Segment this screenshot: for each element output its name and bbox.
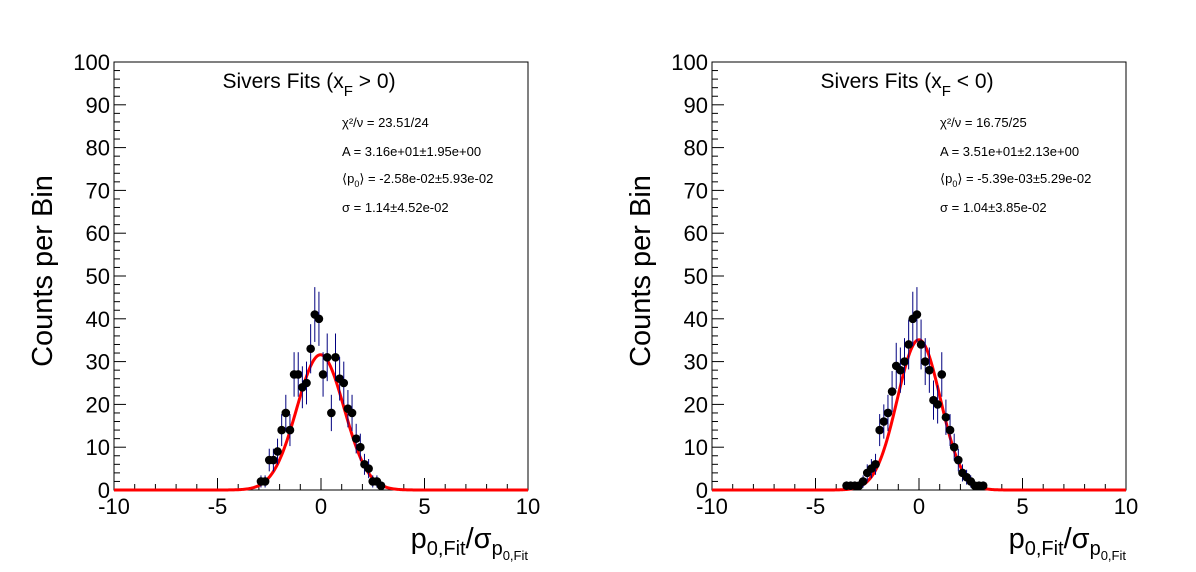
x-tick-label: 0 [913,494,925,519]
data-point [879,417,889,426]
chart-panel-xf-positive: 0 10 20 30 40 50 60 70 80 90 100 -10 -5 0 5 10 Counts pe… [27,50,540,563]
data-point [945,425,955,435]
y-tick-label: 40 [684,307,708,332]
stat-chi2: χ²/ν = 23.51/24 [342,115,429,130]
data-point [277,425,286,435]
y-tick-label: 80 [684,136,708,161]
y-tick-label: 20 [86,392,110,417]
data-point [887,387,897,396]
data-point [871,460,880,469]
stat-mean: ⟨p0⟩ = -2.58e-02±5.93e-02 [342,171,493,189]
data-point [858,477,868,486]
stat-amplitude: A = 3.51e+01±2.13e+00 [940,144,1079,159]
y-tick-label: 60 [684,221,708,246]
x-tick-label: -5 [208,494,228,519]
x-tick-label: -10 [696,494,728,519]
y-tick-label: 90 [684,93,708,118]
data-point [925,365,934,375]
data-point [954,455,963,465]
data-point [351,434,361,443]
stat-chi2: χ²/ν = 16.75/25 [940,115,1027,130]
y-tick-label: 10 [684,435,708,460]
y-tick-label: 70 [684,178,708,203]
x-tick-label: 10 [1114,494,1138,519]
y-axis-label: Counts per Bin [625,175,657,367]
data-point [273,447,282,456]
data-point [260,477,270,486]
y-tick-label: 30 [86,350,110,375]
plot-frame [113,61,529,491]
chart-title: Sivers Fits (xF > 0) [222,70,395,100]
x-axis-label: p0,Fit/σp0,Fit [411,523,529,563]
data-point [331,353,340,362]
data-point [306,344,315,354]
x-tick-label: -5 [806,494,826,519]
data-point [364,464,373,473]
data-point [314,314,324,324]
x-tick-label: 0 [315,494,327,519]
data-point [904,340,913,349]
y-tick-label: 80 [86,136,110,161]
x-tick-label: 10 [516,494,540,519]
data-point [933,400,942,409]
data-point [347,408,357,418]
data-point [949,442,959,452]
x-axis-label: p0,Fit/σp0,Fit [1009,523,1127,563]
data-point [327,408,336,418]
data-point [937,370,947,379]
data-point [339,378,349,388]
data-point [356,442,365,452]
data-point [875,425,884,435]
y-tick-label: 40 [86,307,110,332]
data-point [896,365,905,375]
stat-amplitude: A = 3.16e+01±1.95e+00 [342,144,481,159]
data-point [293,370,303,379]
data-point [285,425,295,435]
data-point [941,412,951,422]
y-tick-label: 30 [684,350,708,375]
data-point [912,310,922,319]
data-point [281,408,291,418]
plot-frame [711,61,1127,491]
y-tick-label: 20 [684,392,708,417]
x-tick-label: 5 [1016,494,1028,519]
y-tick-label: 70 [86,178,110,203]
y-tick-label: 100 [671,50,708,75]
chart-panel-xf-negative: 0 10 20 30 40 50 60 70 80 90 100 -10 -5 0 5 10 Counts pe… [625,50,1138,563]
data-point [978,481,988,491]
stat-mean: ⟨p0⟩ = -5.39e-03±5.29e-02 [940,171,1091,189]
y-tick-label: 60 [86,221,110,246]
data-point [900,357,909,366]
data-point [302,378,311,388]
data-point [920,357,930,366]
x-tick-label: -10 [98,494,130,519]
y-tick-label: 50 [684,264,708,289]
y-axis-label: Counts per Bin [27,175,59,367]
chart-title: Sivers Fits (xF < 0) [820,70,993,100]
data-point [376,481,386,491]
y-tick-label: 0 [98,478,110,503]
x-tick-label: 5 [418,494,430,519]
y-tick-label: 0 [696,478,708,503]
data-point [916,340,926,349]
stat-sigma: σ = 1.04±3.85e-02 [940,200,1047,215]
data-point [318,370,328,379]
gaussian-fit-curve [114,353,528,492]
data-point [883,408,893,418]
gaussian-fit-curve [712,338,1126,492]
data-point [269,455,278,465]
stat-sigma: σ = 1.14±4.52e-02 [342,200,449,215]
data-point [322,353,332,362]
y-tick-label: 50 [86,264,110,289]
y-tick-label: 100 [73,50,110,75]
y-tick-label: 10 [86,435,110,460]
y-tick-label: 90 [86,93,110,118]
